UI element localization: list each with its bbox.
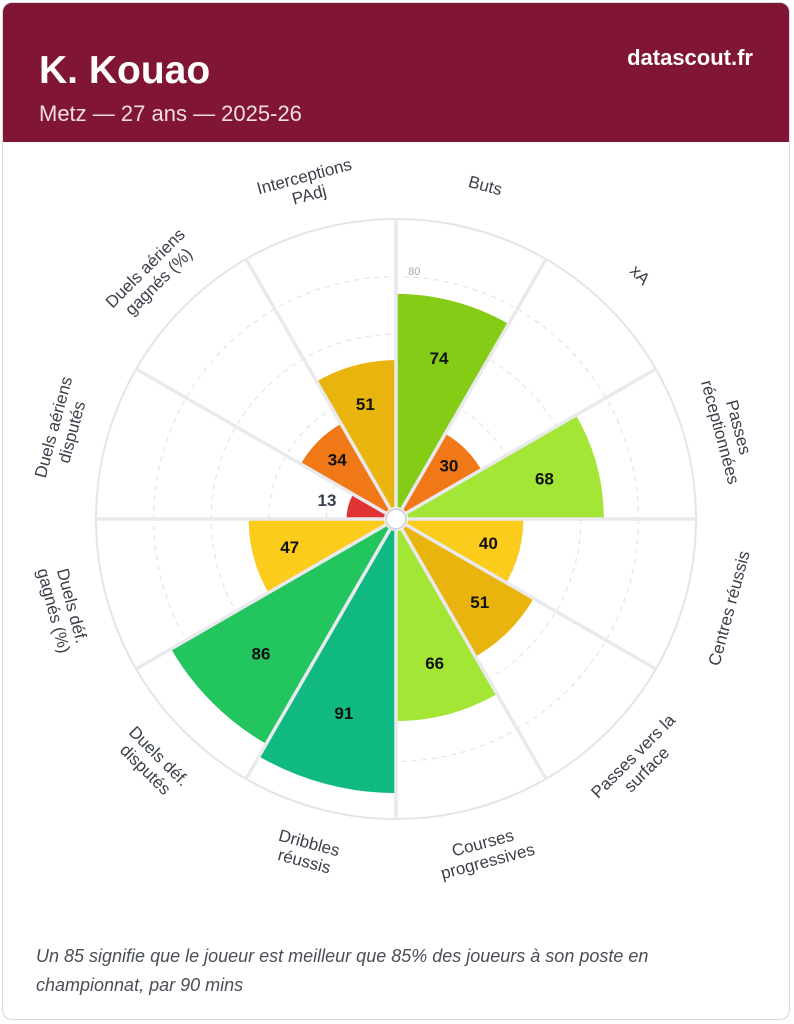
bar-wedge [402, 433, 482, 513]
bar-value-label: 30 [439, 457, 458, 476]
separator-spoke [400, 528, 548, 780]
bar-value-label: 86 [252, 645, 271, 664]
bar-value-label: 68 [535, 470, 554, 489]
separator-spoke [405, 523, 657, 671]
bar-wedge [171, 525, 390, 744]
bar-wedge [316, 360, 396, 509]
category-label: Duels déf.gagnés (%) [33, 566, 91, 655]
player-name: K. Kouao [39, 49, 211, 92]
separator-spoke [400, 258, 548, 510]
category-label: Duels déf.disputés [116, 722, 192, 798]
category-label: Centres réussis [705, 549, 754, 668]
bar-value-label: 91 [334, 704, 353, 723]
bar-wedge [396, 293, 509, 509]
bar-wedge [406, 415, 604, 519]
category-label-line: Centres réussis [705, 549, 754, 668]
header-banner: K. Kouao Metz — 27 ans — 2025-26 datasco… [3, 3, 789, 142]
bar-value-label: 51 [356, 395, 375, 414]
separator-spoke [244, 528, 392, 780]
bar-value-label: 34 [328, 451, 347, 470]
separator-spoke [405, 367, 657, 515]
player-subtitle: Metz — 27 ans — 2025-26 [39, 101, 302, 126]
bar-wedge [248, 519, 386, 593]
site-brand: datascout.fr [627, 45, 753, 70]
separator-spoke [135, 523, 387, 671]
bar-wedge [406, 519, 524, 583]
category-label-line: xA [626, 261, 654, 289]
bar-value-label: 13 [318, 491, 337, 510]
center-hub [385, 508, 407, 530]
footnote: Un 85 signifie que le joueur est meilleu… [36, 946, 649, 995]
bar-value-label: 66 [425, 654, 444, 673]
bar-value-label: 51 [470, 593, 489, 612]
bar-wedge [300, 423, 390, 513]
bar-wedge [402, 525, 534, 657]
bar-wedge [396, 529, 498, 722]
separator-spoke [135, 367, 387, 515]
category-label-line: Buts [466, 172, 504, 199]
ring-tick-label: 80 [408, 266, 420, 278]
category-label: xA [626, 261, 654, 289]
bar-wedge [346, 494, 386, 519]
bar-wedge [258, 529, 396, 794]
separator-spoke [244, 258, 392, 510]
category-label: Buts [466, 172, 504, 199]
bar-value-label: 40 [479, 534, 498, 553]
bar-value-label: 74 [430, 349, 449, 368]
bar-value-label: 47 [280, 538, 299, 557]
